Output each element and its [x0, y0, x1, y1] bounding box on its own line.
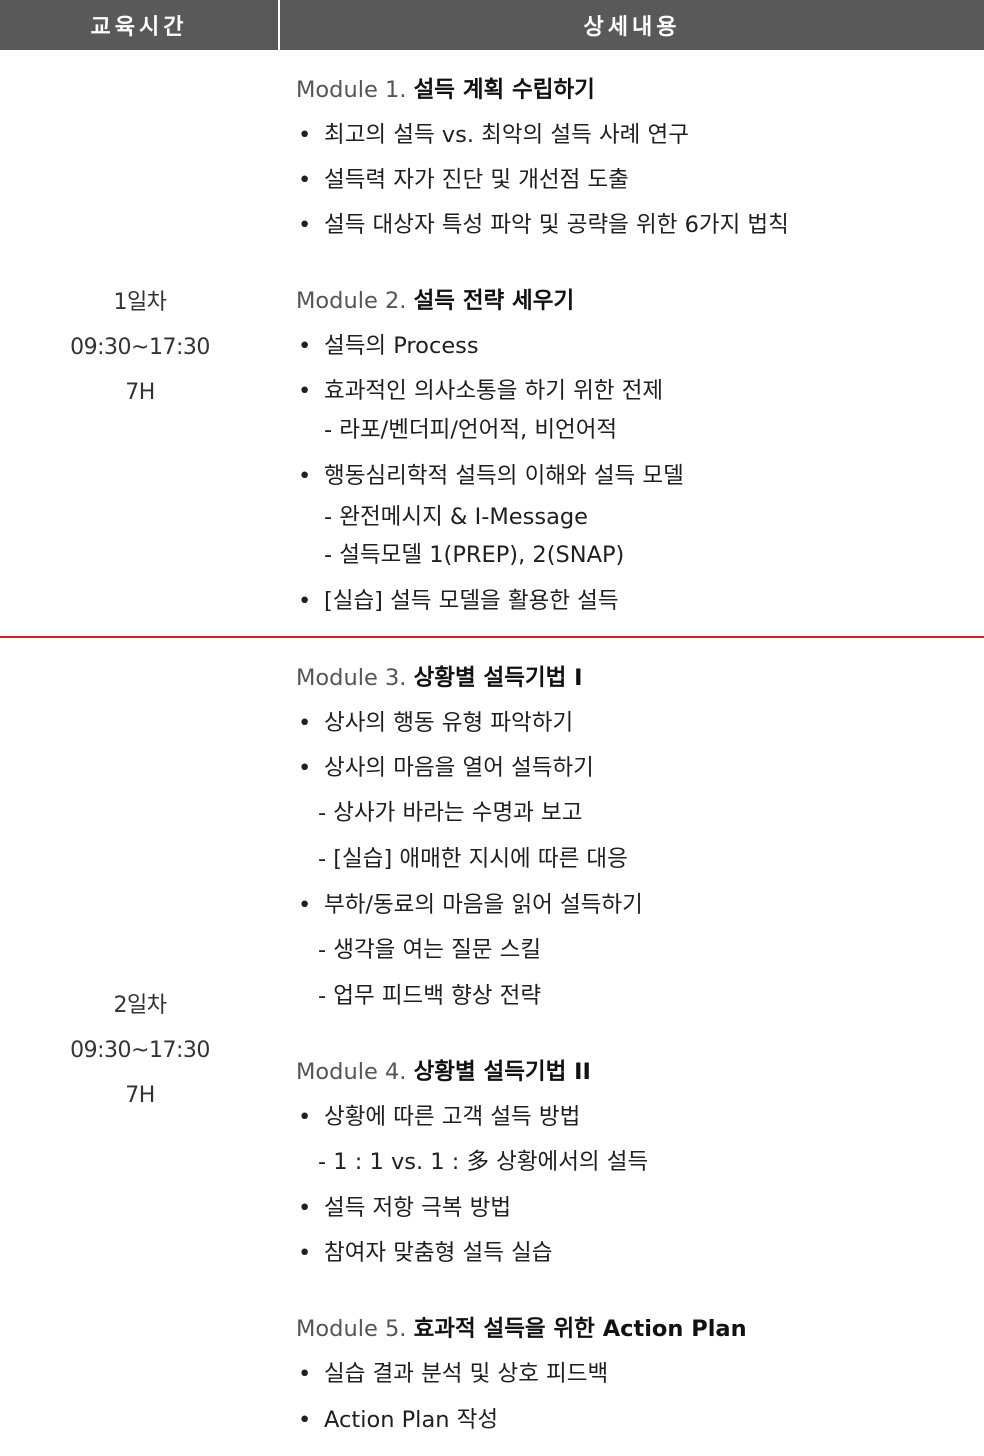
module-title: Module 5. 효과적 설득을 위한 Action Plan [296, 1316, 747, 1342]
module-title: Module 1. 설득 계획 수립하기 [296, 77, 595, 103]
sub-item: - 완전메시지 & I-Message [324, 504, 588, 530]
day2-day: 2일차 [113, 993, 167, 1018]
day2-time-cell: 2일차 09:30~17:30 7H [0, 983, 280, 1118]
sub-item: - [실습] 애매한 지시에 따른 대응 [318, 846, 628, 872]
day1-hours: 09:30~17:30 [70, 335, 210, 360]
bullet: • [298, 122, 312, 148]
sub-item: - 설득모델 1(PREP), 2(SNAP) [324, 542, 625, 568]
sub-item: - 1 : 1 vs. 1 : 多 상황에서의 설득 [318, 1149, 649, 1175]
sub-item: - 라포/벤더피/언어적, 비언어적 [324, 417, 618, 443]
bullet: • [298, 1195, 312, 1221]
header-detail: 상세내용 [280, 0, 984, 50]
bullet: • [298, 892, 312, 918]
bullet: • [298, 212, 312, 238]
bullet: • [298, 378, 312, 404]
bullet: • [298, 1240, 312, 1266]
bullet: • [298, 755, 312, 781]
bullet: • [298, 710, 312, 736]
module-title: Module 3. 상황별 설득기법 I [296, 665, 583, 691]
module-title: Module 4. 상황별 설득기법 II [296, 1059, 591, 1085]
sub-item: - 업무 피드백 향상 전략 [318, 983, 542, 1009]
day1-day: 1일차 [113, 290, 167, 315]
day-divider [0, 636, 984, 638]
bullet: • [298, 167, 312, 193]
day1-time-cell: 1일차 09:30~17:30 7H [0, 280, 280, 415]
module-title: Module 2. 설득 전략 세우기 [296, 288, 575, 314]
sub-item: - 생각을 여는 질문 스킬 [318, 937, 542, 963]
day1-section: 1일차 09:30~17:30 7H Module 1. 설득 계획 수립하기 … [0, 50, 984, 637]
bullet: • [298, 1361, 312, 1387]
bullet: • [298, 1104, 312, 1130]
day2-section: 2일차 09:30~17:30 7H Module 3. 상황별 설득기법 I … [0, 637, 984, 1456]
sub-item: - 상사가 바라는 수명과 보고 [318, 800, 583, 826]
day1-duration: 7H [125, 380, 155, 405]
header-time: 교육시간 [0, 0, 278, 50]
day2-duration: 7H [125, 1083, 155, 1108]
bullet: • [298, 463, 312, 489]
table-header: 교육시간 상세내용 [0, 0, 984, 50]
bullet: • [298, 1407, 312, 1433]
day2-hours: 09:30~17:30 [70, 1038, 210, 1063]
bullet: • [298, 588, 312, 614]
bullet: • [298, 333, 312, 359]
